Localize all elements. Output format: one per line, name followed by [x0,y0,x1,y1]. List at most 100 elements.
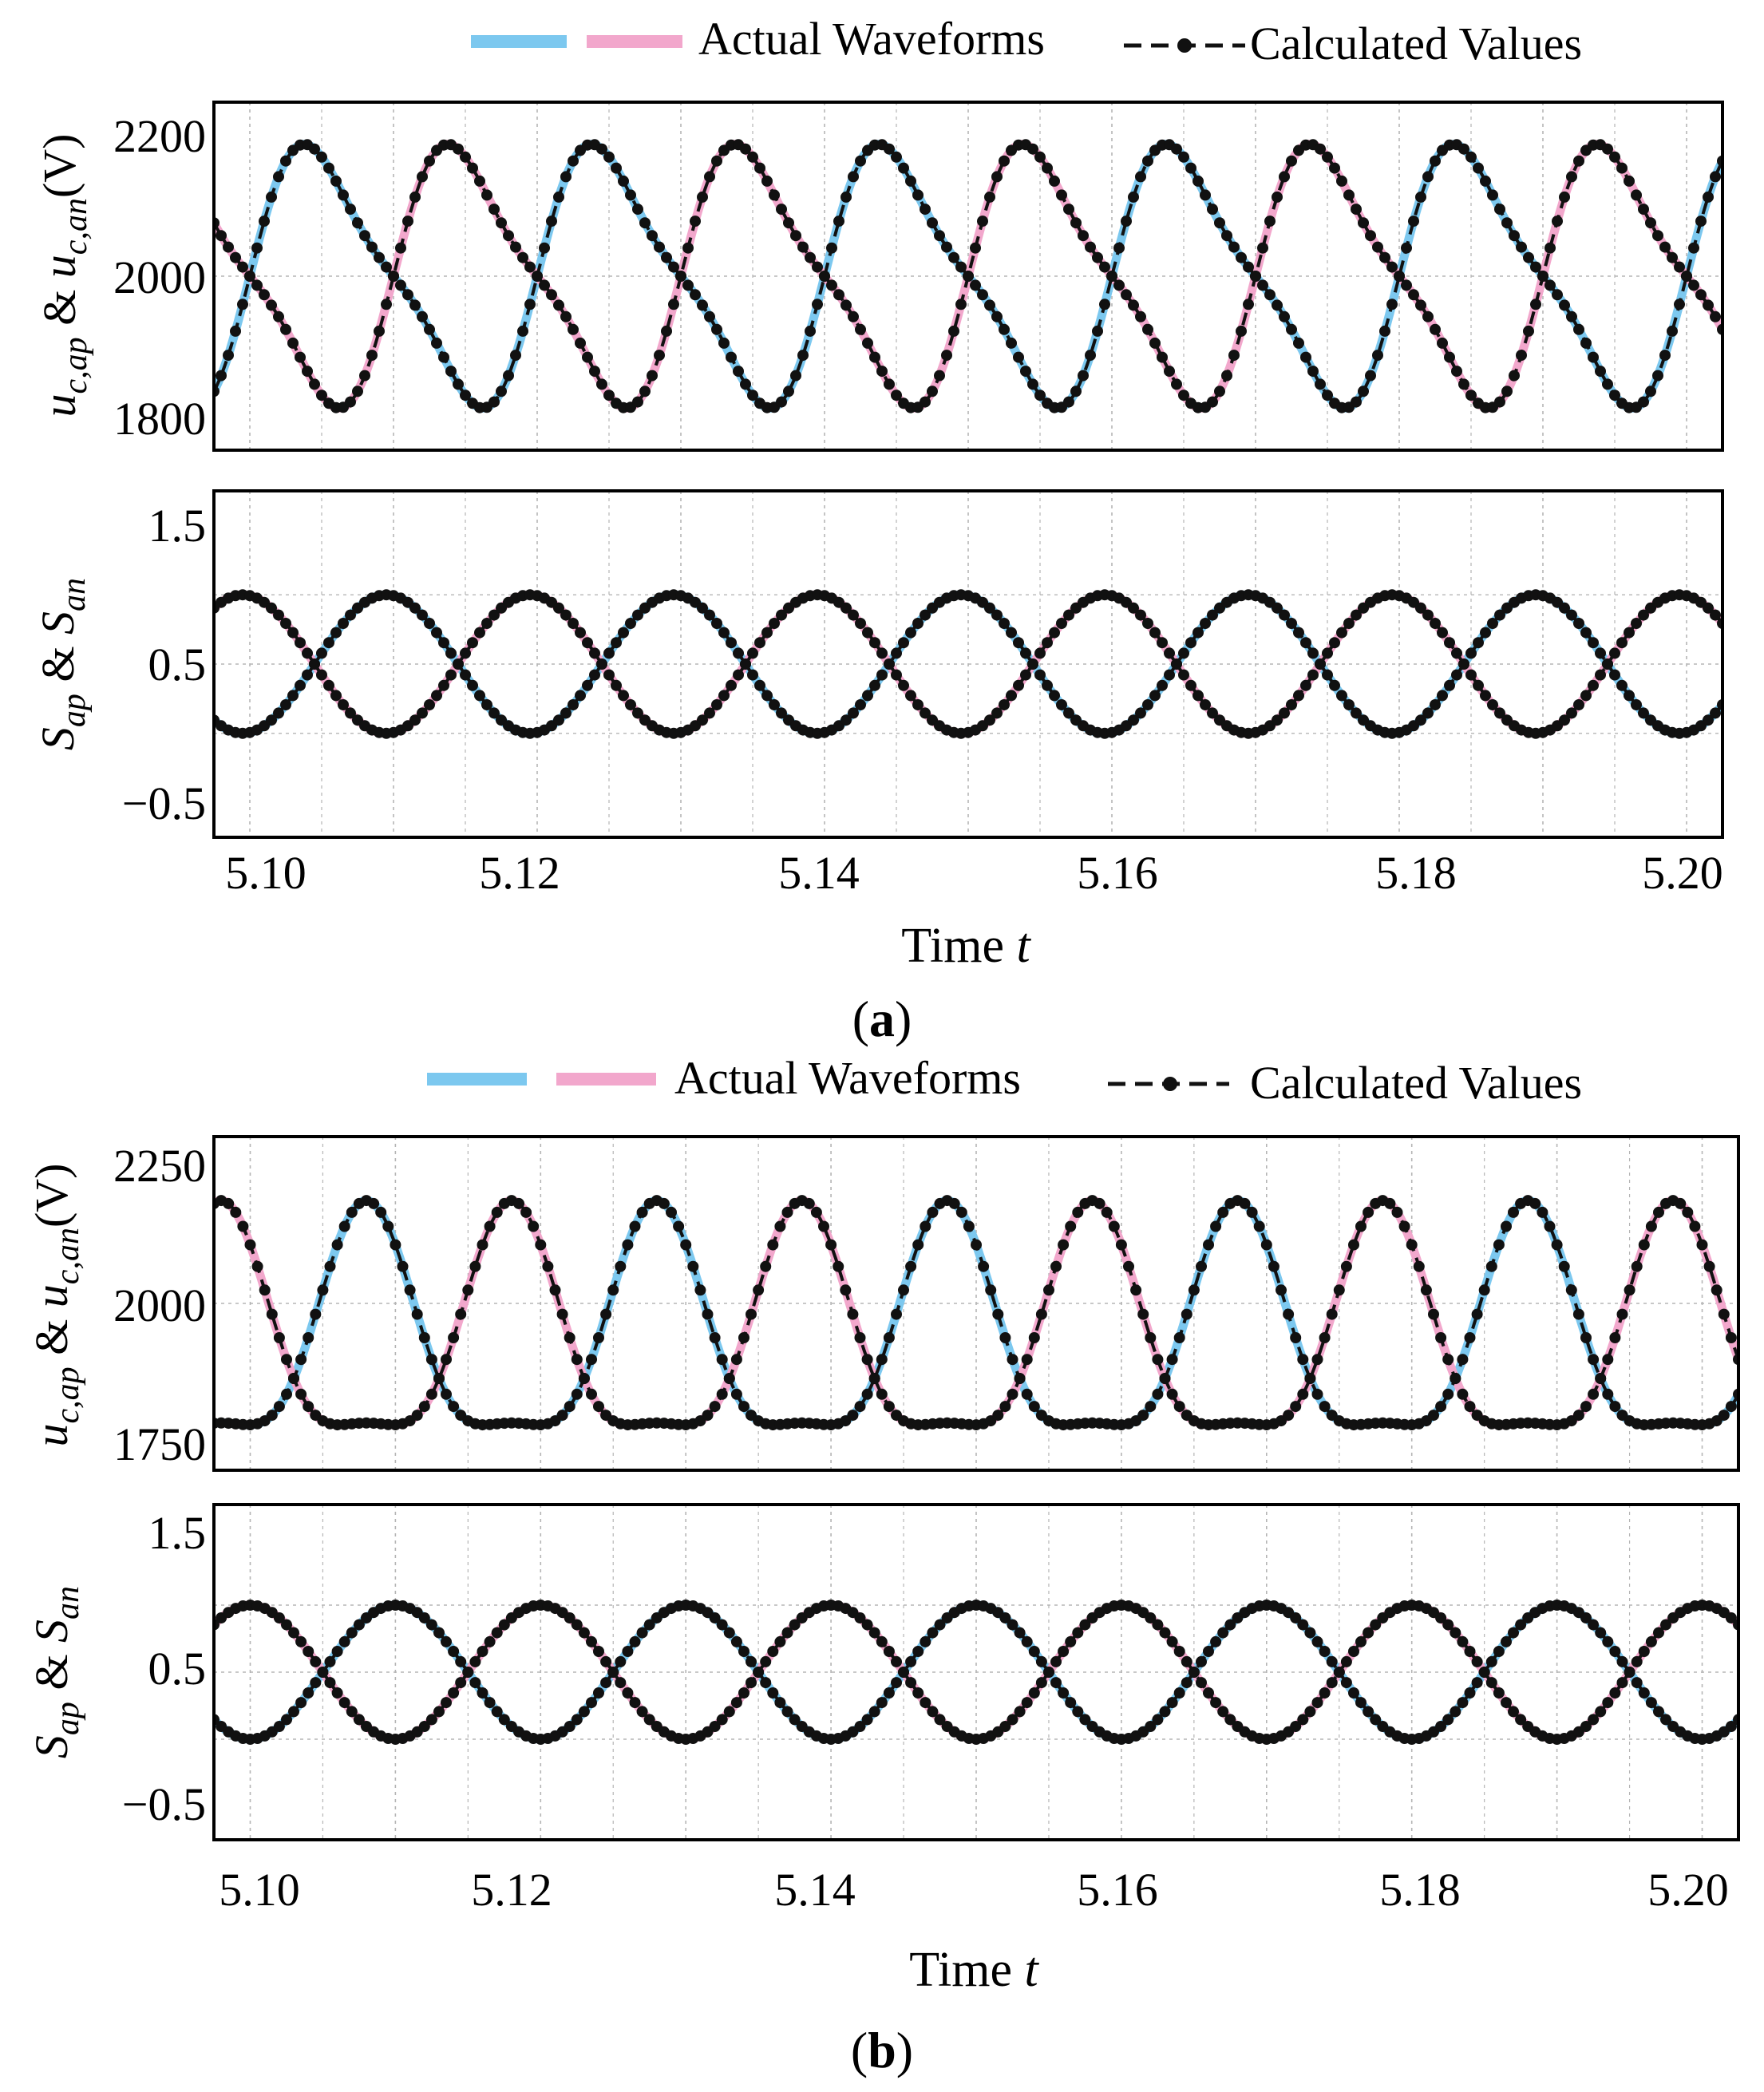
panel-a-lower-calc-dot-ap [697,602,708,614]
panel-b-upper-calc-dot-ap [1485,1260,1497,1272]
panel-b-upper-calc-dot-ap [992,1308,1004,1320]
panel-a-lower-frame [212,489,1724,839]
panel-b-upper-calc-dot-an [1137,1308,1149,1320]
panel-b-upper-calc-dot-an [1675,1197,1687,1209]
panel-b-upper-calc-dot-ap [1537,1206,1548,1218]
panel-b-upper-calc-dot-an [1703,1260,1715,1272]
panel-a-lower-calc-dot-an [776,609,787,621]
panel-a-lower-calc-dot-an [323,679,334,691]
x-tick-b-518: 5.18 [1379,1864,1461,1916]
panel-a-upper-calc-dot-ap [1200,189,1211,201]
panel-b-upper-calc-dot-an [999,1401,1011,1413]
panel-b-upper-calc-dot-an [803,1197,815,1209]
panel-b-lower-calc-dot-an [1435,1612,1447,1623]
panel-b-lower-calc-dot-an [1355,1635,1367,1647]
panel-a-upper-calc-dot-ap [1351,396,1362,408]
panel-b-upper-calc-dot-an [281,1354,292,1366]
panel-a-lower-calc-dot-an [1042,637,1053,649]
panel-b-upper-calc-dot-an [1159,1373,1171,1384]
panel-a-upper-calc-dot-an [1149,337,1161,349]
panel-b-upper-calc-dot-an [556,1308,568,1320]
panel-a-upper-calc-dot-an [273,310,284,322]
panel-b-lower-calc-dot-an [331,1687,343,1699]
panel-a-upper-calc-dot-an [366,350,378,362]
panel-a-upper-calc-dot-ap [1034,390,1046,401]
panel-a-upper-calc-dot-an [970,242,981,254]
panel-a-upper-calc-dot-ap [1279,310,1290,322]
panel-b-lower-calc-dot-an [905,1677,917,1689]
panel-b-upper-calc-dot-an [810,1206,822,1218]
panel-a-upper-calc-dot-ap [805,325,816,337]
panel-a-upper-calc-dot-ap [1113,242,1125,254]
panel-b-upper-calc-dot-an [564,1332,575,1343]
panel-a-lower-calc-dot-an [1142,618,1153,629]
panel-a-lower-calc-dot-ap [1444,679,1455,691]
panel-b-upper-calc-dot-ap [1203,1239,1214,1251]
panel-a-upper-calc-dot-an [1422,310,1434,322]
panel-a-lower-calc-dot-ap [1451,669,1462,681]
panel-a-lower-calc-dot-ap [488,707,500,719]
panel-a-lower-calc-dot-an [589,647,600,659]
panel-b-lower-calc-dot-an [1450,1627,1461,1639]
panel-a-upper-calc-dot-an [1667,251,1678,263]
panel-a-upper-calc-dot-an [1257,242,1268,254]
panel-a-upper-calc-dot-an [876,366,888,378]
panel-b-upper-calc-dot-ap [615,1260,627,1272]
panel-b-lower-calc-dot-ap [738,1646,750,1657]
panel-a-lower-calc-dot-ap [625,618,636,629]
panel-a-lower-calc-dot-ap [1128,714,1139,726]
panel-a-lower-calc-dot-an [718,690,730,702]
panel-a-lower-calc-dot-ap [1473,637,1484,649]
panel-a-upper-calc-dot-an [891,390,902,401]
panel-a-upper-calc-dot-ap [1286,323,1297,335]
panel-a-upper-calc-dot-ap [460,390,471,401]
x-tick-a-516: 5.16 [1077,847,1158,899]
panel-b-lower-calc-dot-an [1340,1655,1352,1667]
panel-a-lower-calc-dot-ap [905,627,916,639]
panel-a-upper-calc-dot-an [840,299,852,311]
panel-a-lower-calc-dot-an [625,699,636,710]
panel-a-upper-calc-dot-an [266,299,277,311]
panel-a-upper-calc-dot-an [589,366,600,378]
panel-b-upper-calc-dot-an [1355,1220,1367,1232]
panel-b-lower-calc-dot-an [600,1655,612,1667]
panel-a-upper-calc-dot-an [869,351,880,363]
panel-a-upper-calc-dot-an [747,151,758,163]
panel-a-upper-calc-dot-an [223,241,234,253]
panel-a-upper-calc-dot-ap [1243,261,1254,273]
panel-b-upper-calc-dot-ap [600,1308,612,1320]
panel-a-lower-calc-dot-an [891,669,902,681]
panel-b-upper-calc-dot-ap [898,1284,909,1296]
panel-b-upper-calc-dot-an [303,1401,314,1413]
panel-a-lower-calc-dot-ap [409,602,421,614]
panel-a-lower-calc-dot-ap [1178,647,1189,659]
panel-a-upper-calc-dot-ap [1063,396,1074,408]
legend-a-calc-dot [1177,38,1192,53]
panel-b-lower-calc-dot-an [1058,1646,1070,1657]
panel-b-upper-calc-dot-an [781,1206,793,1218]
panel-b-upper-calc-dot-an [774,1220,786,1232]
panel-a-upper-calc-dot-ap [1710,171,1721,183]
panel-a-upper-calc-dot-an [819,271,830,282]
panel-a-upper-calc-dot-an [1544,242,1556,254]
panel-a-upper-calc-dot-an [1099,261,1110,273]
panel-b-upper-calc-dot-an [441,1354,452,1366]
panel-a-lower-calc-dot-an [1293,690,1304,702]
panel-b-upper-calc-dot-an [730,1354,742,1366]
panel-b-upper-calc-dot-an [295,1388,307,1400]
panel-a-lower-calc-dot-ap [467,679,478,691]
panel-b-upper-calc-dot-ap [1442,1388,1454,1400]
panel-a-upper-calc-dot-ap [1214,217,1225,229]
panel-a-lower-calc-dot-ap [1164,669,1175,681]
panel-b-upper-calc-dot-ap [1246,1206,1258,1218]
panel-b-lower-calc-dot-ap [586,1697,597,1709]
panel-b-upper-calc-dot-ap [716,1354,728,1366]
panel-b-lower-calc-dot-an [1333,1667,1345,1678]
panel-b-upper-calc-dot-ap [1508,1206,1519,1218]
panel-b-lower-calc-dot-ap [1450,1706,1461,1718]
panel-b-lower-calc-dot-an [1304,1706,1316,1718]
panel-b-lower-calc-dot-an [1035,1677,1047,1689]
panel-a-upper-calc-dot-an [1228,350,1240,362]
panel-a-upper-calc-dot-an [1343,189,1355,201]
panel-b-lower-calc-dot-ap [723,1627,735,1639]
